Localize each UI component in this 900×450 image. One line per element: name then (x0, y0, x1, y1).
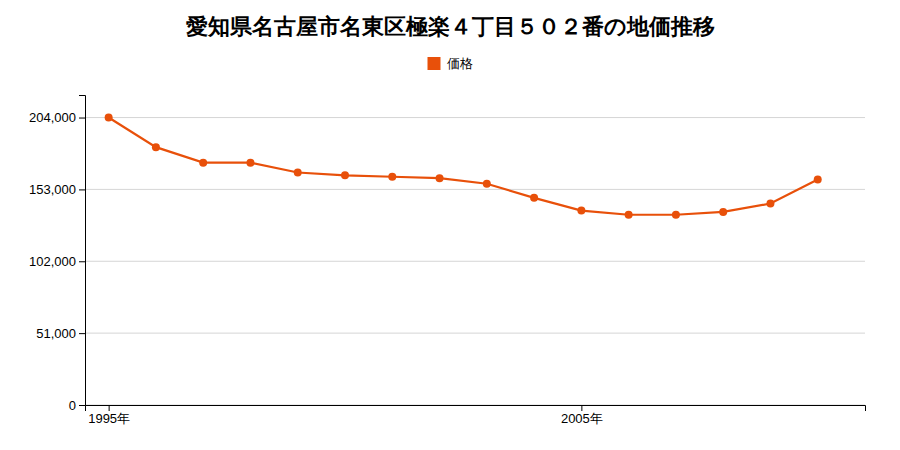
tick: 204,000 (29, 110, 85, 125)
tick-mark (581, 405, 582, 411)
grid-line (85, 261, 865, 262)
legend-label: 価格 (447, 56, 473, 71)
tick-mark (79, 261, 85, 262)
point (388, 173, 396, 181)
tick-mark (79, 333, 85, 334)
axis-line (86, 406, 866, 412)
grid (85, 118, 865, 405)
title: 愛知県名古屋市名東区極楽４丁目５０２番の地価推移 (186, 14, 715, 39)
point (105, 114, 113, 122)
point (246, 159, 254, 167)
point (672, 211, 680, 219)
chart: 愛知県名古屋市名東区極楽４丁目５０２番の地価推移 1995年 2005年 0 51,00… (0, 0, 900, 450)
tick-label: 204,000 (29, 110, 76, 125)
tick: 51,000 (36, 326, 85, 341)
plot-area: 1995年 2005年 0 51,000 102,000 153,000 204,000 (29, 96, 866, 427)
line (109, 118, 818, 215)
point (719, 208, 727, 216)
grid-line (85, 117, 865, 118)
legend: 価格 (428, 56, 473, 71)
tick: 2005年 (561, 405, 603, 426)
point (530, 194, 538, 202)
tick-label: 51,000 (36, 326, 76, 341)
point (294, 169, 302, 177)
axis-line (79, 96, 86, 406)
point (341, 171, 349, 179)
tick: 153,000 (29, 182, 85, 197)
point (152, 143, 160, 151)
tick: 1995年 (88, 405, 130, 426)
marks (105, 114, 822, 219)
y-axis: 0 51,000 102,000 153,000 204,000 (29, 96, 86, 413)
tick-label: 153,000 (29, 182, 76, 197)
tick-label: 102,000 (29, 254, 76, 269)
tick-mark (79, 118, 85, 119)
tick-label: 0 (69, 398, 76, 413)
tick: 0 (69, 398, 85, 413)
legend-swatch (428, 57, 441, 70)
grid-line (85, 189, 865, 190)
tick-mark (79, 189, 85, 190)
tick: 102,000 (29, 254, 85, 269)
point (625, 211, 633, 219)
tick-label: 2005年 (561, 411, 603, 426)
legend-item: 価格 (428, 56, 473, 71)
point (436, 174, 444, 182)
x-axis: 1995年 2005年 (86, 405, 866, 426)
point (483, 180, 491, 188)
point (766, 200, 774, 208)
point (814, 176, 822, 184)
tick-mark (79, 405, 85, 406)
point (199, 159, 207, 167)
grid-line (85, 333, 865, 334)
tick-mark (109, 405, 110, 411)
point (577, 207, 585, 215)
tick-label: 1995年 (88, 411, 130, 426)
